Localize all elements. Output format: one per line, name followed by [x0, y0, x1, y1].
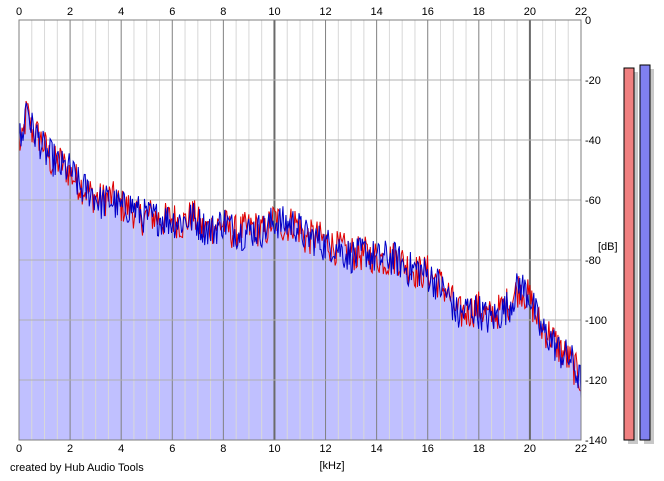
series-lines — [18, 100, 582, 399]
x-tick-label-bottom: 10 — [268, 443, 280, 455]
y-axis-ticks: 0 -20 -40 -60 -80 -100 -120 -140 — [585, 15, 607, 447]
x-tick-label-bottom: 12 — [319, 443, 331, 455]
x-tick-label-bottom: 2 — [67, 443, 73, 455]
y-tick-label: -140 — [585, 435, 607, 447]
grid — [19, 20, 581, 440]
x-tick-label-top: 20 — [524, 6, 536, 18]
x-axis-label: [kHz] — [319, 460, 344, 472]
level-meter-right — [639, 64, 651, 441]
y-tick-label: 0 — [585, 15, 591, 27]
x-tick-label-bottom: 14 — [371, 443, 383, 455]
level-meters — [623, 64, 654, 444]
y-tick-label: -60 — [585, 195, 601, 207]
x-tick-label-bottom: 22 — [575, 443, 587, 455]
x-tick-label-top: 2 — [67, 6, 73, 18]
x-tick-label-top: 4 — [118, 6, 124, 18]
x-tick-label-top: 22 — [575, 6, 587, 18]
x-tick-label-top: 6 — [169, 6, 175, 18]
y-tick-label: -80 — [585, 255, 601, 267]
level-meter-left — [623, 67, 635, 441]
x-tick-label-bottom: 8 — [220, 443, 226, 455]
x-tick-label-bottom: 20 — [524, 443, 536, 455]
y-tick-label: -100 — [585, 315, 607, 327]
plot-frame — [18, 19, 582, 441]
x-tick-label-top: 12 — [319, 6, 331, 18]
y-tick-label: -120 — [585, 375, 607, 387]
series-line-right — [18, 102, 582, 399]
x-tick-label-bottom: 4 — [118, 443, 124, 455]
x-tick-label-bottom: 18 — [473, 443, 485, 455]
x-tick-label-top: 14 — [371, 6, 383, 18]
x-tick-label-top: 8 — [220, 6, 226, 18]
credit-text: created by Hub Audio Tools — [10, 462, 144, 474]
x-tick-label-top: 10 — [268, 6, 280, 18]
x-tick-label-top: 0 — [16, 6, 22, 18]
y-tick-label: -20 — [585, 75, 601, 87]
x-tick-label-bottom: 16 — [422, 443, 434, 455]
x-tick-label-bottom: 6 — [169, 443, 175, 455]
x-tick-label-top: 16 — [422, 6, 434, 18]
y-axis-label: [dB] — [598, 241, 618, 253]
x-tick-label-top: 18 — [473, 6, 485, 18]
x-tick-label-bottom: 0 — [16, 443, 22, 455]
y-tick-label: -40 — [585, 135, 601, 147]
